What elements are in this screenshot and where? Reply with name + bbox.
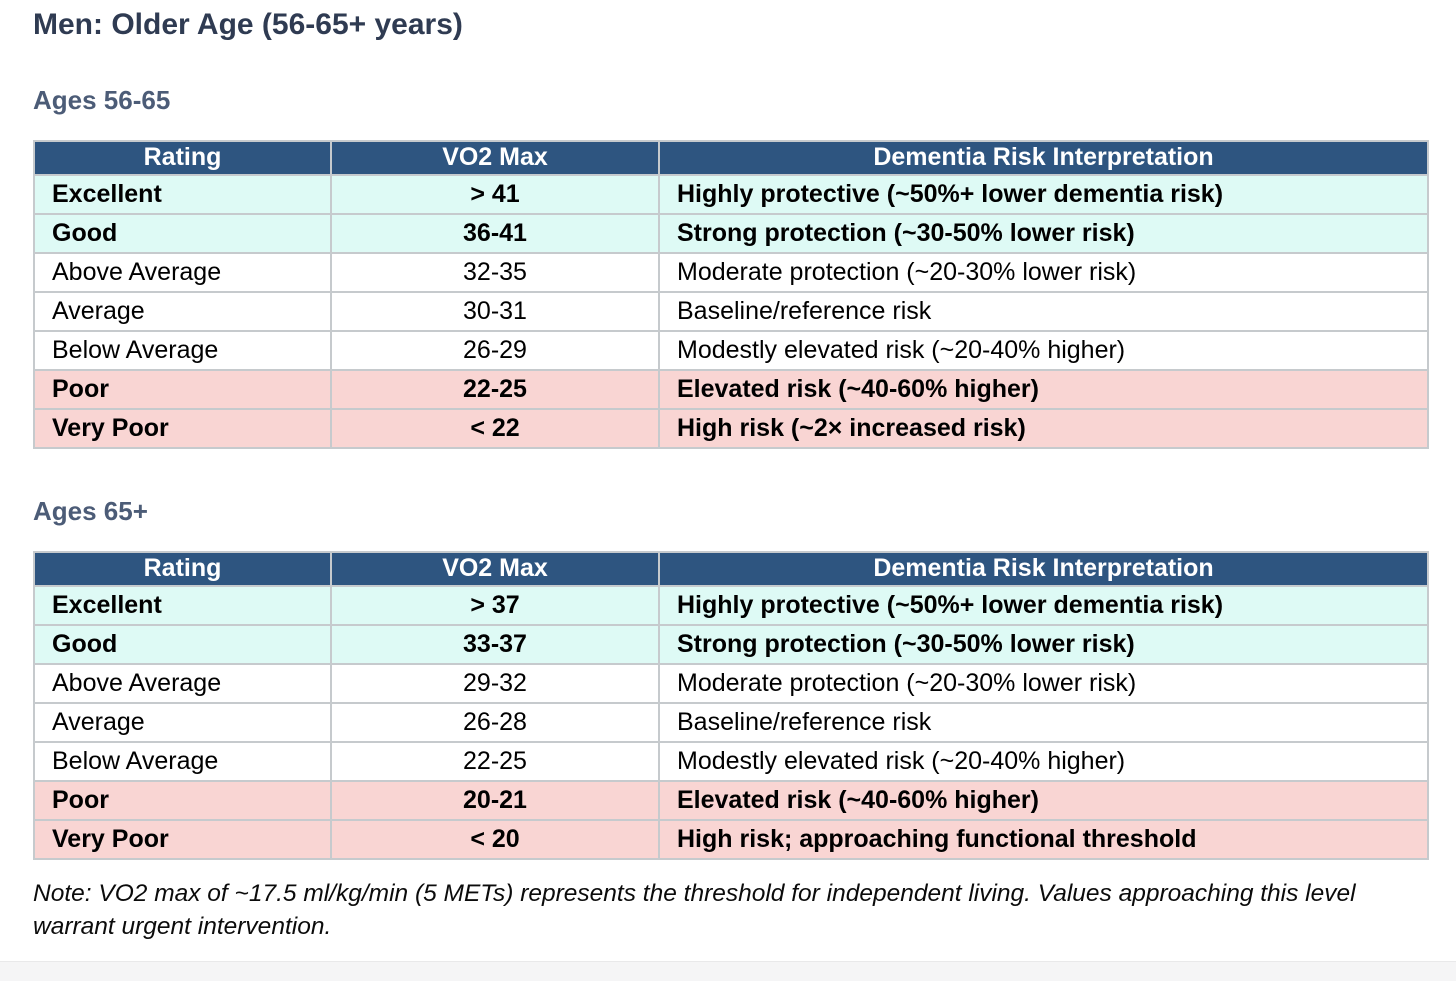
vo2max-cell: 33-37 <box>330 624 660 665</box>
rating-cell: Below Average <box>33 741 332 782</box>
document-content: Men: Older Age (56-65+ years) Ages 56-65… <box>33 8 1429 940</box>
interpretation-cell: High risk (~2× increased risk) <box>658 408 1429 449</box>
interpretation-cell: Elevated risk (~40-60% higher) <box>658 369 1429 410</box>
vo2max-cell: > 41 <box>330 174 660 215</box>
interpretation-cell: Highly protective (~50%+ lower dementia … <box>658 585 1429 626</box>
column-header-vo2max: VO2 Max <box>330 140 660 176</box>
table-ages-65-plus: Rating VO2 Max Dementia Risk Interpretat… <box>33 551 1429 860</box>
interpretation-cell: Modestly elevated risk (~20-40% higher) <box>658 330 1429 371</box>
rating-cell: Good <box>33 624 332 665</box>
rating-cell: Average <box>33 291 332 332</box>
column-header-interpretation: Dementia Risk Interpretation <box>658 551 1429 587</box>
table-row: Poor 22-25 Elevated risk (~40-60% higher… <box>33 369 1429 410</box>
table-row: Below Average 26-29 Modestly elevated ri… <box>33 330 1429 371</box>
vo2max-cell: 22-25 <box>330 369 660 410</box>
rating-cell: Very Poor <box>33 408 332 449</box>
vo2max-cell: 26-28 <box>330 702 660 743</box>
table-ages-56-65: Rating VO2 Max Dementia Risk Interpretat… <box>33 140 1429 449</box>
rating-cell: Average <box>33 702 332 743</box>
rating-cell: Above Average <box>33 663 332 704</box>
rating-cell: Excellent <box>33 174 332 215</box>
rating-cell: Above Average <box>33 252 332 293</box>
vo2max-cell: 32-35 <box>330 252 660 293</box>
footnote: Note: VO2 max of ~17.5 ml/kg/min (5 METs… <box>33 880 1356 940</box>
table-body: Excellent > 41 Highly protective (~50%+ … <box>33 174 1429 449</box>
vo2max-cell: 29-32 <box>330 663 660 704</box>
interpretation-cell: High risk; approaching functional thresh… <box>658 819 1429 860</box>
table-row: Good 33-37 Strong protection (~30-50% lo… <box>33 624 1429 665</box>
interpretation-cell: Strong protection (~30-50% lower risk) <box>658 213 1429 254</box>
table-row: Above Average 29-32 Moderate protection … <box>33 663 1429 704</box>
column-header-rating: Rating <box>33 551 332 587</box>
vo2max-cell: 30-31 <box>330 291 660 332</box>
interpretation-cell: Moderate protection (~20-30% lower risk) <box>658 252 1429 293</box>
section-title-ages-65-plus: Ages 65+ <box>33 496 148 526</box>
table-row: Very Poor < 20 High risk; approaching fu… <box>33 819 1429 860</box>
vo2max-cell: 20-21 <box>330 780 660 821</box>
table-header-row: Rating VO2 Max Dementia Risk Interpretat… <box>33 551 1429 587</box>
rating-cell: Good <box>33 213 332 254</box>
table-row: Very Poor < 22 High risk (~2× increased … <box>33 408 1429 449</box>
vo2max-cell: 36-41 <box>330 213 660 254</box>
vo2max-cell: 22-25 <box>330 741 660 782</box>
interpretation-cell: Elevated risk (~40-60% higher) <box>658 780 1429 821</box>
vo2max-cell: > 37 <box>330 585 660 626</box>
interpretation-cell: Strong protection (~30-50% lower risk) <box>658 624 1429 665</box>
rating-cell: Poor <box>33 780 332 821</box>
rating-cell: Below Average <box>33 330 332 371</box>
interpretation-cell: Baseline/reference risk <box>658 702 1429 743</box>
rating-cell: Excellent <box>33 585 332 626</box>
page-title: Men: Older Age (56-65+ years) <box>33 8 463 41</box>
table-row: Good 36-41 Strong protection (~30-50% lo… <box>33 213 1429 254</box>
table-row: Excellent > 41 Highly protective (~50%+ … <box>33 174 1429 215</box>
table-row: Poor 20-21 Elevated risk (~40-60% higher… <box>33 780 1429 821</box>
column-header-vo2max: VO2 Max <box>330 551 660 587</box>
section-title-ages-56-65: Ages 56-65 <box>33 85 171 115</box>
column-header-interpretation: Dementia Risk Interpretation <box>658 140 1429 176</box>
vo2max-cell: 26-29 <box>330 330 660 371</box>
table-row: Below Average 22-25 Modestly elevated ri… <box>33 741 1429 782</box>
interpretation-cell: Moderate protection (~20-30% lower risk) <box>658 663 1429 704</box>
table-row: Above Average 32-35 Moderate protection … <box>33 252 1429 293</box>
vo2max-cell: < 22 <box>330 408 660 449</box>
interpretation-cell: Highly protective (~50%+ lower dementia … <box>658 174 1429 215</box>
interpretation-cell: Modestly elevated risk (~20-40% higher) <box>658 741 1429 782</box>
column-header-rating: Rating <box>33 140 332 176</box>
vo2max-cell: < 20 <box>330 819 660 860</box>
table-header-row: Rating VO2 Max Dementia Risk Interpretat… <box>33 140 1429 176</box>
table-row: Excellent > 37 Highly protective (~50%+ … <box>33 585 1429 626</box>
table-body: Excellent > 37 Highly protective (~50%+ … <box>33 585 1429 860</box>
rating-cell: Poor <box>33 369 332 410</box>
table-row: Average 30-31 Baseline/reference risk <box>33 291 1429 332</box>
interpretation-cell: Baseline/reference risk <box>658 291 1429 332</box>
page-bottom-strip <box>0 961 1456 981</box>
table-row: Average 26-28 Baseline/reference risk <box>33 702 1429 743</box>
rating-cell: Very Poor <box>33 819 332 860</box>
